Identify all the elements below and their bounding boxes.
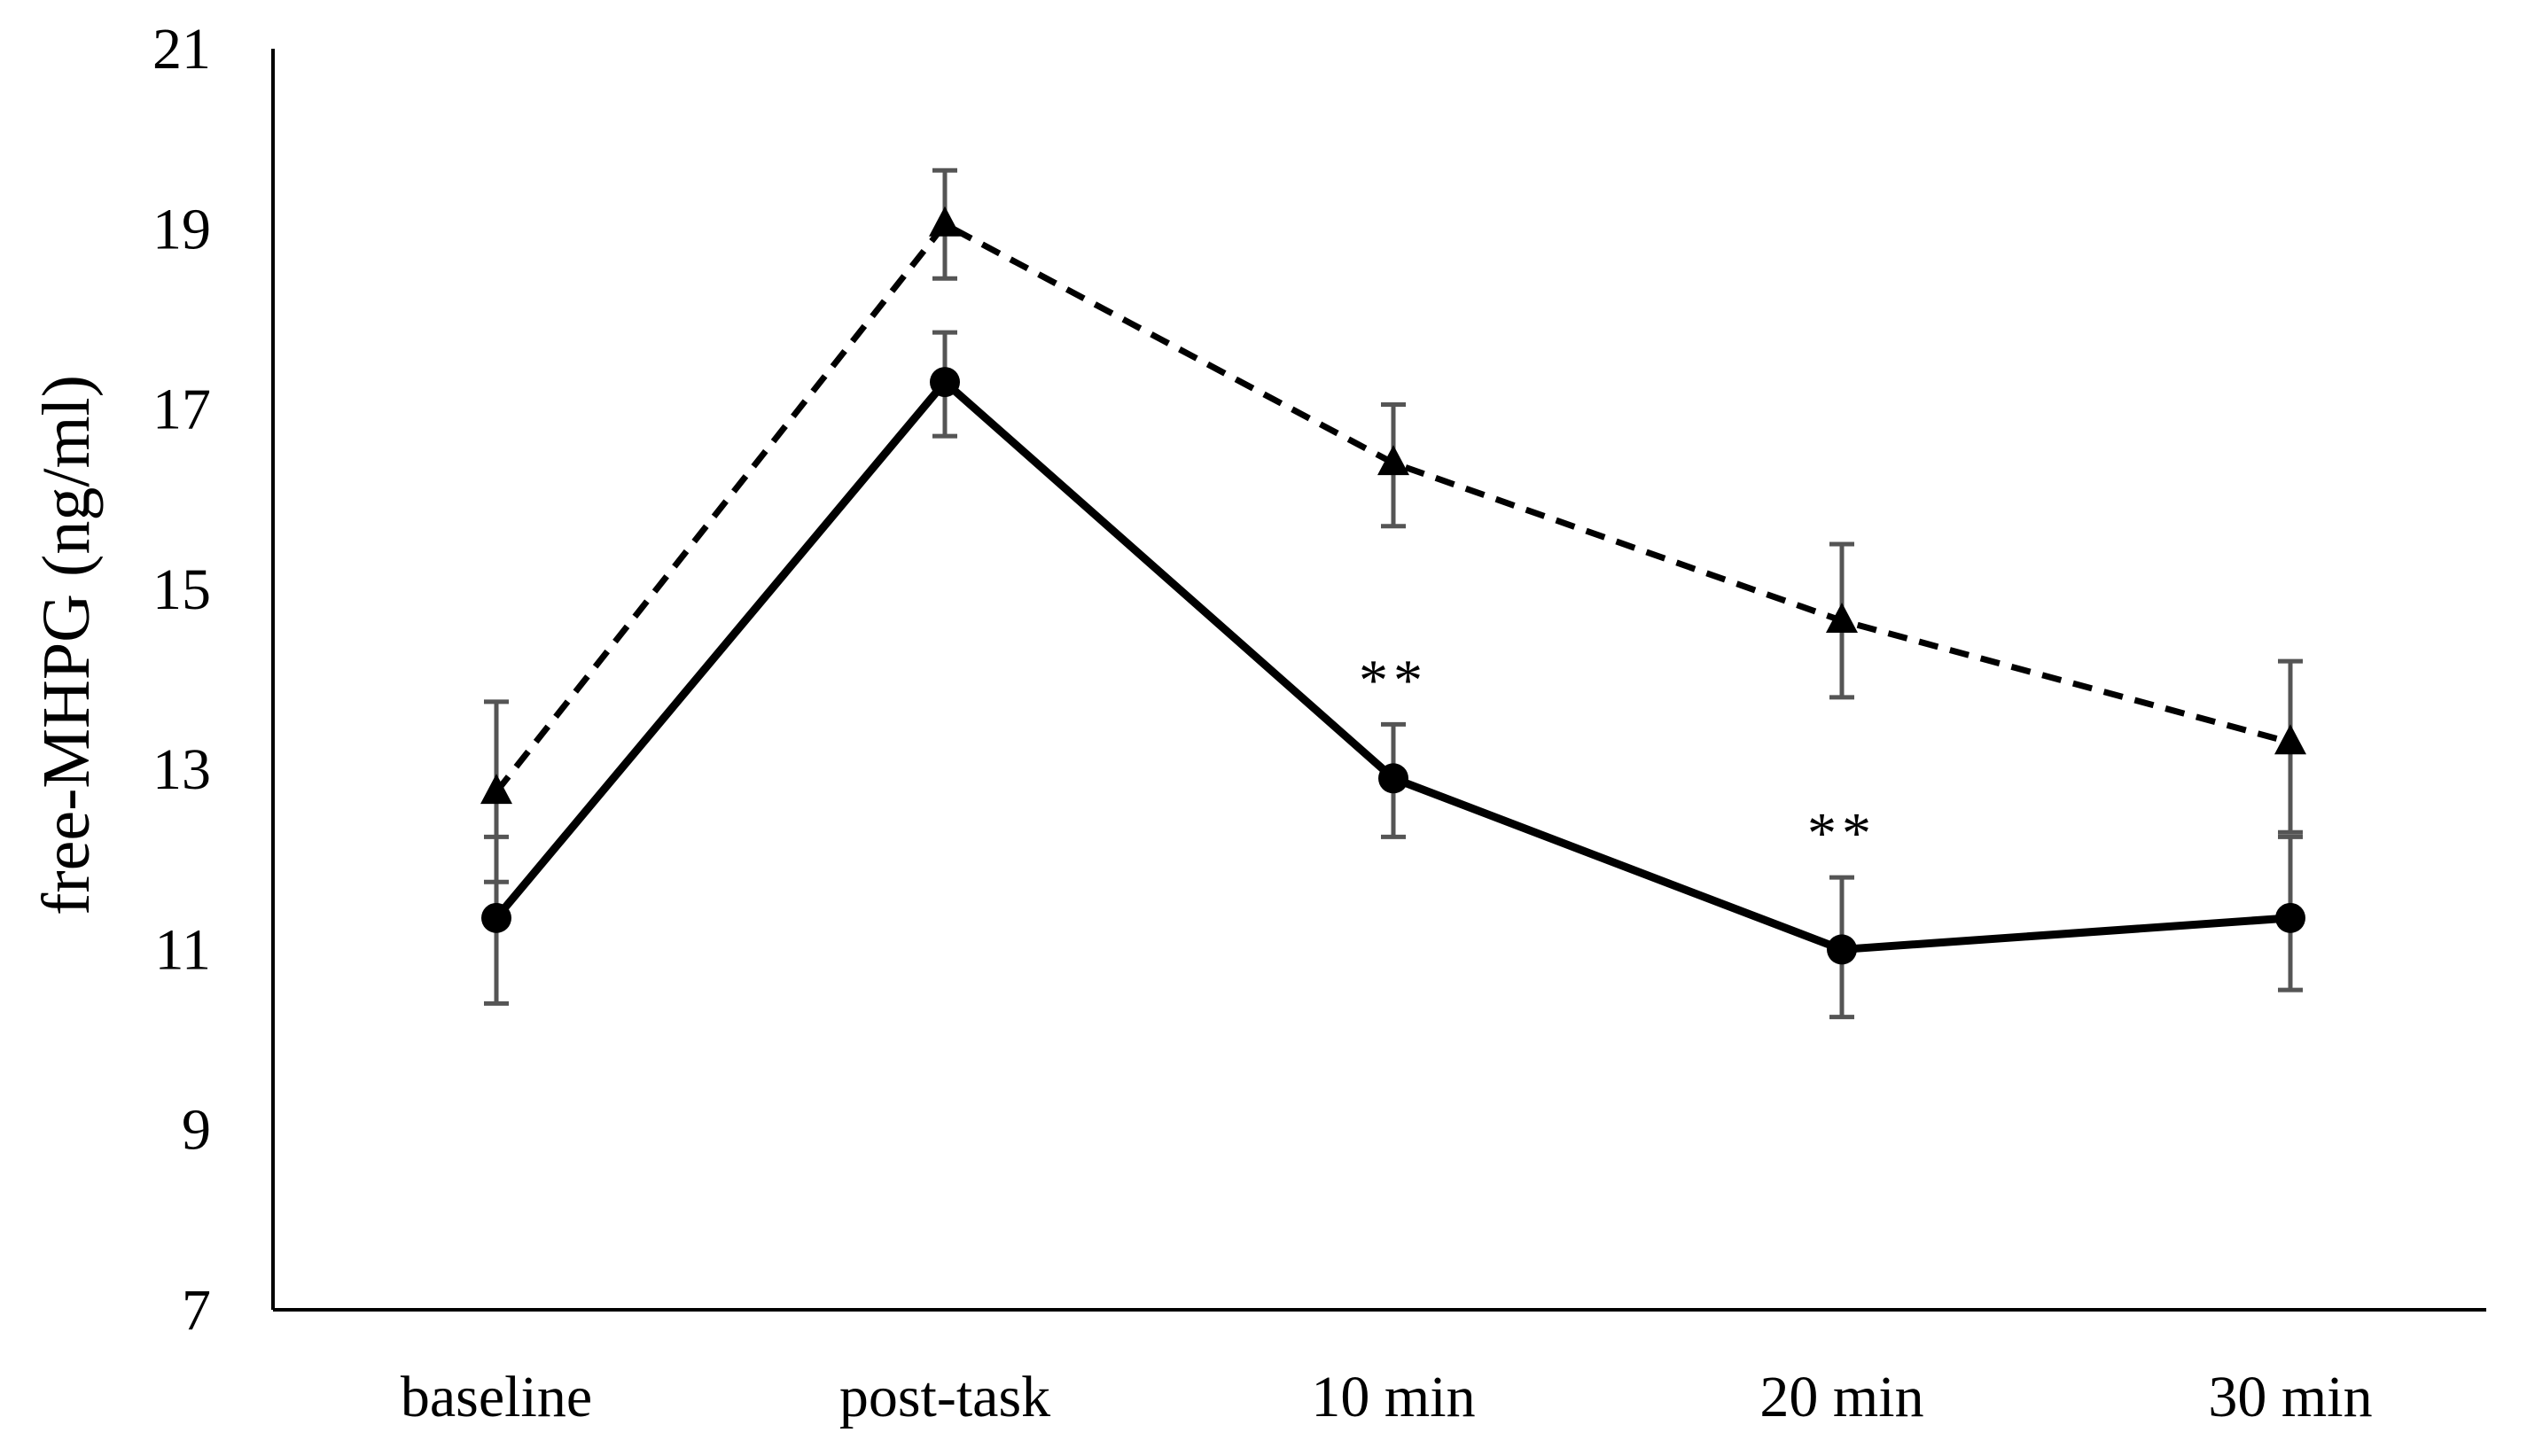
data-point-triangle: [929, 206, 961, 237]
data-point-triangle: [1377, 445, 1409, 476]
data-point-triangle: [480, 774, 512, 805]
significance-annotation: **: [1807, 801, 1876, 866]
x-tick-label: post-task: [839, 1365, 1050, 1429]
series-layer: [480, 167, 2306, 1020]
data-point-circle: [481, 902, 511, 933]
axes: [271, 49, 2486, 1312]
x-tick-label: 10 min: [1311, 1365, 1475, 1429]
x-tick-label: 30 min: [2208, 1365, 2372, 1429]
data-point-circle: [2275, 902, 2305, 933]
x-tick-label: baseline: [401, 1365, 592, 1429]
annotations: ** **: [1359, 648, 1876, 866]
y-tick-label: 21: [152, 17, 211, 82]
data-point-triangle: [2274, 724, 2306, 755]
data-point-circle: [930, 367, 960, 398]
y-tick-label: 17: [152, 378, 211, 442]
x-tick-label: 20 min: [1759, 1365, 1923, 1429]
y-axis-title: free-MHPG (ng/ml): [29, 375, 104, 915]
x-tick-labels: baseline post-task 10 min 20 min 30 min: [401, 1365, 2373, 1429]
data-point-circle: [1378, 763, 1408, 794]
y-tick-label: 9: [182, 1098, 211, 1163]
y-tick-label: 13: [152, 737, 211, 802]
y-tick-label: 19: [152, 197, 211, 261]
y-tick-label: 11: [154, 917, 211, 982]
y-tick-labels: 7 9 11 13 15 17 19 21: [152, 17, 211, 1343]
data-point-triangle: [1826, 603, 1858, 634]
y-tick-label: 15: [152, 557, 211, 622]
significance-annotation: **: [1359, 648, 1428, 712]
data-point-circle: [1827, 934, 1857, 965]
y-tick-label: 7: [182, 1278, 211, 1343]
